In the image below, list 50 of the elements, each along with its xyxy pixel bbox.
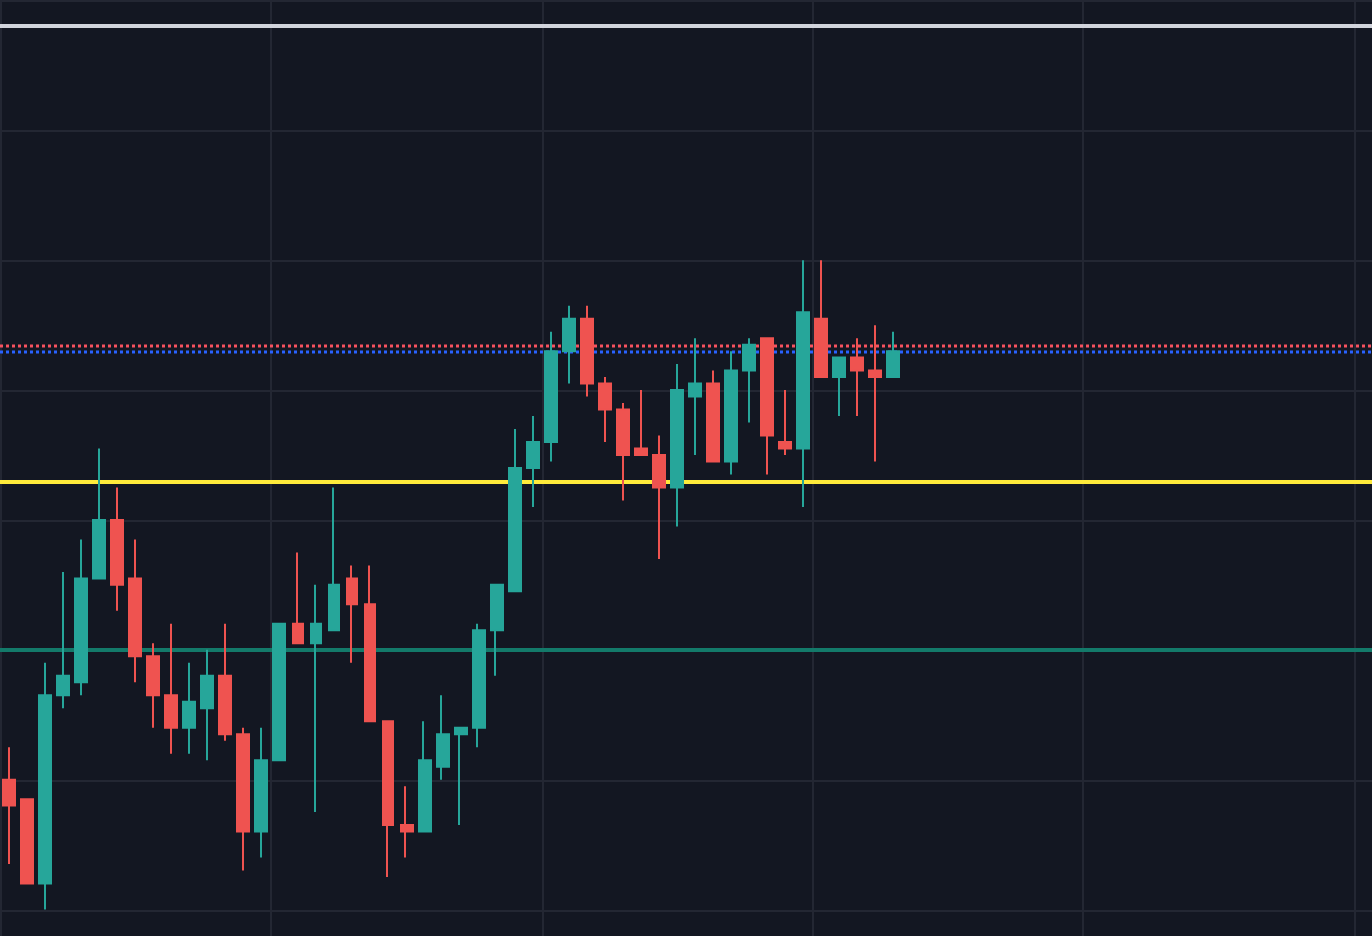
candlestick: [814, 259, 828, 379]
candlestick: [742, 337, 756, 424]
candlestick: [850, 337, 864, 418]
candlestick: [652, 434, 666, 560]
candlestick: [616, 402, 630, 502]
candlestick: [164, 622, 178, 755]
candlestick: [346, 564, 358, 664]
candlestick: [400, 785, 414, 859]
candlestick: [218, 622, 232, 742]
candlestick: [634, 389, 648, 457]
candlestick: [364, 564, 376, 723]
candlestick: [292, 551, 304, 645]
candlestick: [706, 369, 720, 463]
candlestick: [200, 648, 214, 762]
candlestick: [688, 337, 702, 457]
candlestick: [56, 570, 70, 710]
candlestick: [92, 447, 106, 580]
candlestick: [598, 376, 612, 444]
candlestick: [328, 486, 340, 632]
candlestick: [472, 622, 486, 749]
candlestick: [20, 798, 34, 885]
candlestick: [272, 622, 286, 762]
candlestick: [418, 720, 432, 833]
candlestick: [128, 538, 142, 684]
candlestick: [778, 389, 792, 457]
candlestick: [110, 486, 124, 612]
candlestick: [868, 324, 882, 463]
candlestick: [526, 415, 540, 508]
candlestick: [562, 304, 576, 385]
candlestick: [2, 746, 16, 866]
candlestick: [236, 726, 250, 872]
candlestick: [490, 583, 504, 677]
candlestick: [436, 694, 450, 781]
candlestick: [670, 363, 684, 528]
candlestick: [580, 304, 594, 398]
candlestick: [38, 661, 52, 911]
candlestick: [454, 726, 468, 827]
candlestick: [724, 350, 738, 476]
candlestick: [74, 538, 88, 697]
candlestick: [832, 356, 846, 418]
candlestick: [760, 337, 774, 476]
candlestick: [544, 330, 558, 463]
candlestick: [310, 583, 322, 814]
candlestick: [886, 330, 900, 379]
candlestick: [796, 259, 810, 508]
candlestick: [382, 720, 394, 879]
candlestick: [182, 661, 196, 755]
candlestick: [146, 642, 160, 729]
candlestick: [508, 428, 522, 593]
candlestick: [254, 726, 268, 859]
